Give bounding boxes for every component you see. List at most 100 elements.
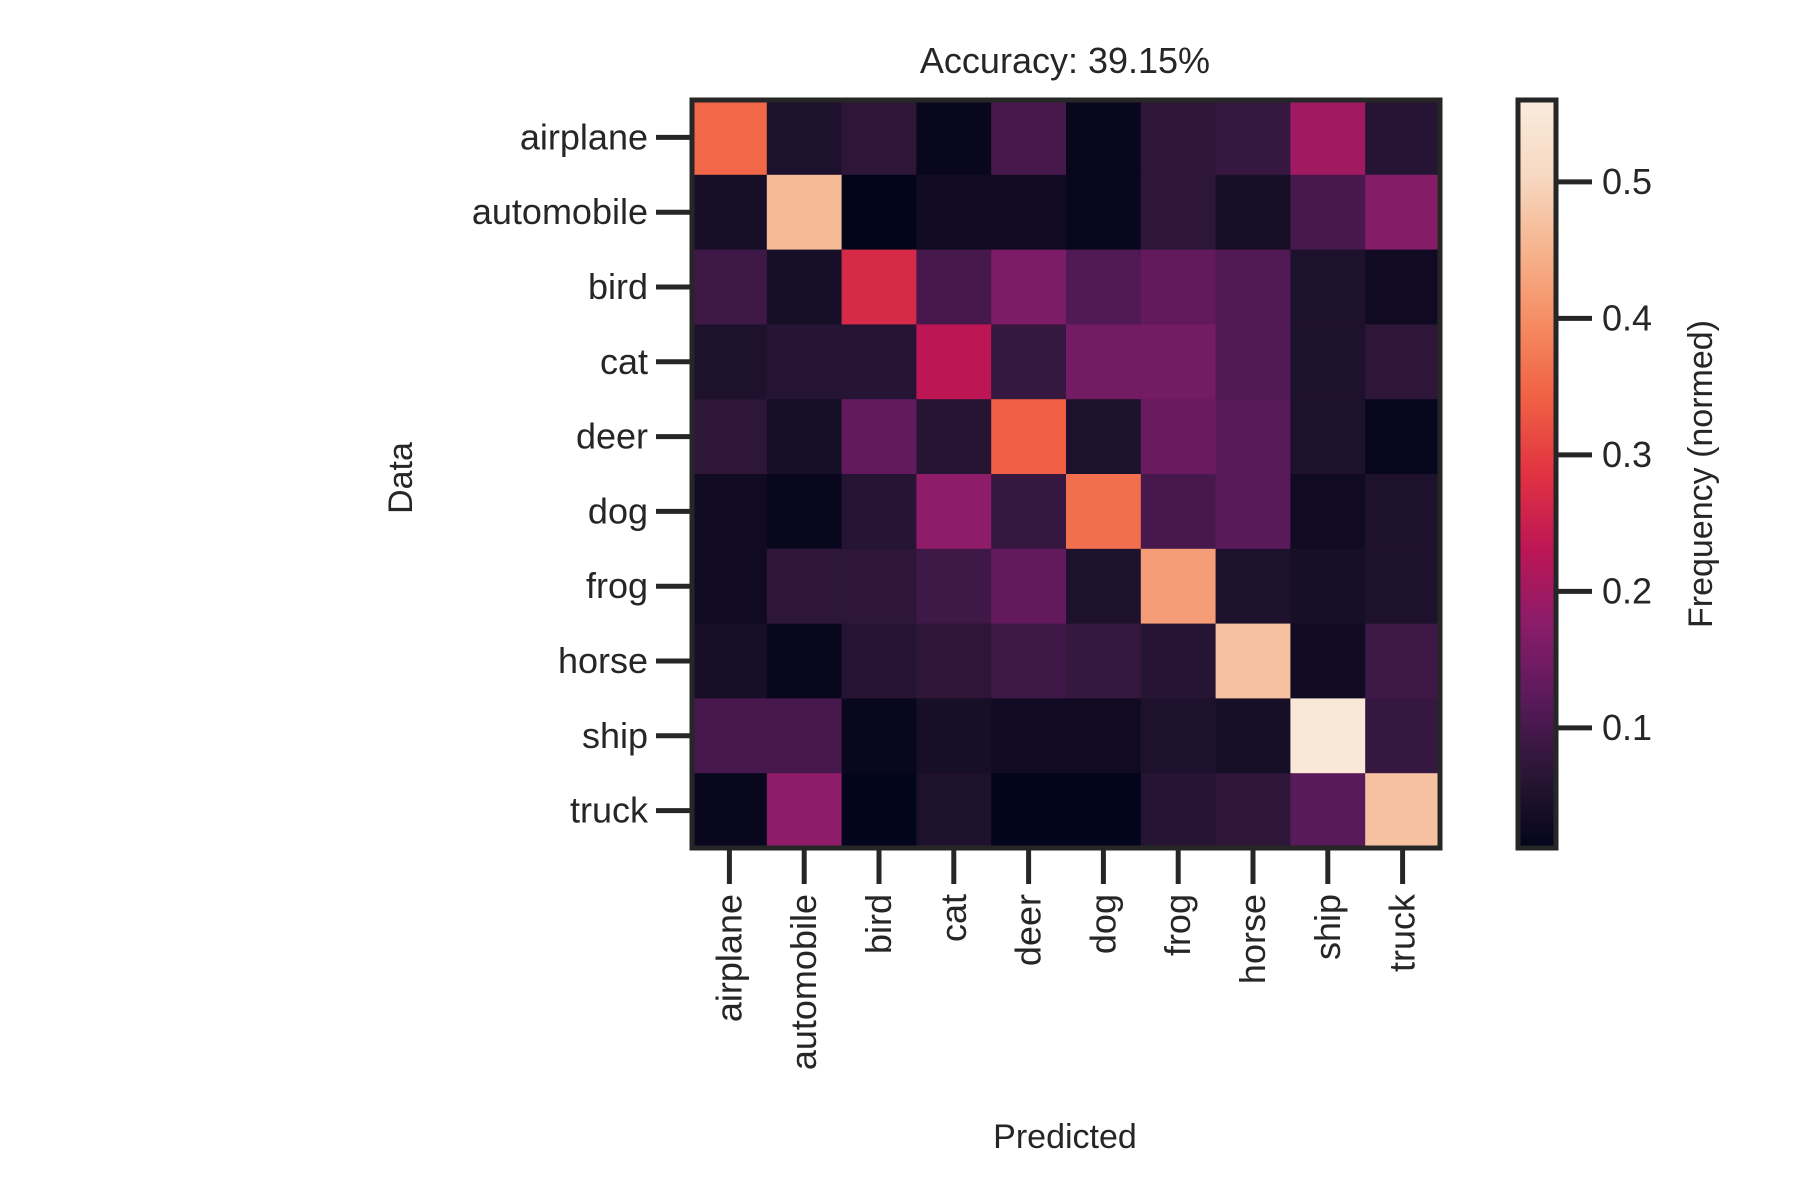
- heatmap-cell-cat-deer: [991, 324, 1067, 400]
- heatmap-frame: [689, 97, 1443, 851]
- heatmap-cell-ship-dog: [1066, 698, 1142, 774]
- heatmap-cell-airplane-ship: [1290, 100, 1366, 176]
- heatmap-cell-ship-bird: [841, 698, 917, 774]
- heatmap-cell-dog-horse: [1215, 474, 1291, 550]
- heatmap-cell-automobile-airplane: [692, 174, 768, 251]
- y-tick-label-dog: dog: [588, 490, 648, 531]
- heatmap-cell-ship-automobile: [766, 698, 843, 774]
- x-tick-label-airplane: airplane: [708, 894, 749, 1022]
- y-axis-ticks: airplane automobile bird cat deer dog frog hors…: [472, 116, 692, 831]
- heatmap-cell-ship-cat: [916, 698, 992, 774]
- heatmap-cell-automobile-bird: [841, 174, 917, 251]
- heatmap-cell-truck-truck: [1365, 773, 1441, 849]
- heatmap-cell-dog-airplane: [692, 474, 768, 550]
- colorbar-ticks: 0.1 0.2 0.3 0.4 0.5: [1556, 161, 1652, 748]
- heatmap-cells: [692, 100, 1441, 849]
- heatmap-cell-deer-frog: [1140, 399, 1217, 475]
- heatmap-cell-airplane-frog: [1140, 100, 1217, 176]
- x-tick-label-horse: horse: [1232, 894, 1273, 984]
- x-tick-label-automobile: automobile: [783, 894, 824, 1070]
- heatmap-cell-dog-cat: [916, 474, 992, 550]
- heatmap-cell-frog-bird: [841, 548, 917, 625]
- heatmap-cell-deer-ship: [1290, 399, 1366, 475]
- heatmap-cell-automobile-frog: [1140, 174, 1217, 251]
- heatmap-cell-ship-airplane: [692, 698, 768, 774]
- y-tick-label-airplane: airplane: [520, 116, 648, 157]
- heatmap-cell-frog-truck: [1365, 548, 1441, 625]
- heatmap-cell-dog-automobile: [766, 474, 843, 550]
- heatmap-cell-horse-deer: [991, 623, 1067, 699]
- x-tick-label-frog: frog: [1157, 894, 1198, 956]
- heatmap-cell-bird-truck: [1365, 249, 1441, 325]
- heatmap-cell-truck-automobile: [766, 773, 843, 849]
- colorbar-tick-label: 0.4: [1602, 297, 1652, 338]
- heatmap-cell-truck-ship: [1290, 773, 1366, 849]
- heatmap-cell-horse-frog: [1140, 623, 1217, 699]
- heatmap-cell-horse-truck: [1365, 623, 1441, 699]
- heatmap-cell-cat-horse: [1215, 324, 1291, 400]
- heatmap-cell-deer-bird: [841, 399, 917, 475]
- heatmap-cell-cat-dog: [1066, 324, 1142, 400]
- y-tick-label-ship: ship: [582, 715, 648, 756]
- colorbar: [1518, 100, 1556, 848]
- heatmap-cell-bird-deer: [991, 249, 1067, 325]
- heatmap-cell-deer-cat: [916, 399, 992, 475]
- heatmap-cell-deer-dog: [1066, 399, 1142, 475]
- x-tick-label-ship: ship: [1307, 894, 1348, 960]
- heatmap-cell-frog-deer: [991, 548, 1067, 625]
- heatmap-cell-airplane-horse: [1215, 100, 1291, 176]
- heatmap-cell-horse-bird: [841, 623, 917, 699]
- heatmap-cell-dog-bird: [841, 474, 917, 550]
- heatmap-cell-airplane-deer: [991, 100, 1067, 176]
- heatmap-cell-airplane-airplane: [692, 100, 768, 176]
- heatmap-cell-airplane-cat: [916, 100, 992, 176]
- heatmap-cell-ship-horse: [1215, 698, 1291, 774]
- x-tick-label-bird: bird: [858, 894, 899, 954]
- heatmap-cell-bird-horse: [1215, 249, 1291, 325]
- heatmap-cell-horse-airplane: [692, 623, 768, 699]
- heatmap-cell-bird-automobile: [766, 249, 843, 325]
- heatmap-cell-deer-truck: [1365, 399, 1441, 475]
- colorbar-tick-label: 0.5: [1602, 161, 1652, 202]
- heatmap-cell-automobile-dog: [1066, 174, 1142, 251]
- x-tick-label-deer: deer: [1008, 894, 1049, 966]
- heatmap-cell-frog-airplane: [692, 548, 768, 625]
- heatmap-cell-deer-deer: [991, 399, 1067, 475]
- heatmap-cell-truck-frog: [1140, 773, 1217, 849]
- colorbar-tick-label: 0.1: [1602, 707, 1652, 748]
- heatmap-cell-airplane-dog: [1066, 100, 1142, 176]
- heatmap-cell-frog-ship: [1290, 548, 1366, 625]
- heatmap-cell-ship-truck: [1365, 698, 1441, 774]
- x-tick-label-cat: cat: [933, 894, 974, 942]
- heatmap-cell-cat-bird: [841, 324, 917, 400]
- heatmap-cell-truck-horse: [1215, 773, 1291, 849]
- heatmap-cell-automobile-horse: [1215, 174, 1291, 251]
- heatmap-cell-automobile-truck: [1365, 174, 1441, 251]
- heatmap-cell-truck-cat: [916, 773, 992, 849]
- colorbar-frame: [1515, 97, 1559, 851]
- heatmap-cell-automobile-automobile: [766, 174, 843, 251]
- heatmap-cell-cat-ship: [1290, 324, 1366, 400]
- heatmap-cell-deer-horse: [1215, 399, 1291, 475]
- heatmap-cell-frog-frog: [1140, 548, 1217, 625]
- y-tick-label-truck: truck: [570, 790, 649, 831]
- y-tick-label-automobile: automobile: [472, 191, 648, 232]
- heatmap-cell-horse-ship: [1290, 623, 1366, 699]
- colorbar-label: Frequency (normed): [1682, 320, 1720, 628]
- heatmap-cell-horse-automobile: [766, 623, 843, 699]
- heatmap-cell-bird-airplane: [692, 249, 768, 325]
- colorbar-tick-label: 0.2: [1602, 570, 1652, 611]
- heatmap-cell-ship-frog: [1140, 698, 1217, 774]
- heatmap-cell-frog-automobile: [766, 548, 843, 625]
- heatmap-cell-automobile-deer: [991, 174, 1067, 251]
- heatmap-cell-truck-dog: [1066, 773, 1142, 849]
- heatmap-cell-frog-horse: [1215, 548, 1291, 625]
- heatmap-cell-dog-dog: [1066, 474, 1142, 550]
- y-axis-label: Data: [382, 442, 420, 514]
- x-tick-label-dog: dog: [1082, 894, 1123, 954]
- heatmap-cell-horse-cat: [916, 623, 992, 699]
- heatmap-cell-bird-ship: [1290, 249, 1366, 325]
- x-tick-label-truck: truck: [1382, 893, 1423, 972]
- heatmap-cell-bird-frog: [1140, 249, 1217, 325]
- heatmap-cell-frog-cat: [916, 548, 992, 625]
